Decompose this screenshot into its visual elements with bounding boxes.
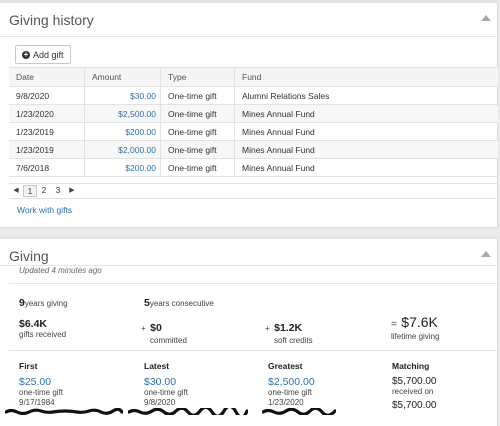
greatest-gift: Greatest $2,500.00 one-time gift 1/23/20… [268, 361, 315, 408]
first-gift: First $25.00 one-time gift 9/17/1984 [19, 361, 63, 408]
cell-date: 9/8/2020 [9, 86, 85, 105]
work-with-gifts-link[interactable]: Work with gifts [17, 205, 73, 215]
cell-amount[interactable]: $200.00 [84, 122, 161, 141]
soft-credits-plus: + [265, 324, 270, 333]
committed-label: committed [150, 336, 187, 345]
cell-date: 7/6/2018 [9, 158, 85, 177]
giving-history-title: Giving history [9, 12, 94, 28]
table-row[interactable]: 1/23/2019 $200.00 One-time gift Mines An… [9, 122, 498, 141]
lifetime-equals: = [391, 319, 397, 330]
table-row[interactable]: 1/23/2019 $2,000.00 One-time gift Mines … [9, 140, 498, 159]
cell-type: One-time gift [160, 86, 235, 105]
years-giving-value: 9 [19, 297, 25, 309]
redaction-mark [5, 408, 123, 415]
divider [9, 350, 500, 351]
cell-amount[interactable]: $30.00 [84, 86, 161, 105]
table-row[interactable]: 7/6/2018 $200.00 One-time gift Mines Ann… [9, 158, 498, 177]
collapse-chevron-icon[interactable] [481, 15, 491, 21]
cell-type: One-time gift [160, 140, 235, 159]
first-date: 9/17/1984 [19, 398, 55, 407]
column-header-fund[interactable]: Fund [234, 67, 498, 87]
column-header-amount[interactable]: Amount [84, 67, 161, 87]
latest-gift: Latest $30.00 one-time gift 9/8/2020 [144, 361, 188, 408]
divider [9, 283, 500, 284]
cell-amount[interactable]: $2,500.00 [84, 104, 161, 123]
latest-amount[interactable]: $30.00 [144, 376, 177, 388]
gifts-received-value: $6.4K [19, 318, 48, 330]
cell-fund: Mines Annual Fund [234, 104, 498, 123]
table-row[interactable]: 9/8/2020 $30.00 One-time gift Alumni Rel… [9, 86, 498, 105]
matching-amount-2: $5,700.00 [392, 400, 437, 411]
add-gift-label: Add gift [33, 49, 64, 60]
years-consecutive-stat: 5years consecutive [144, 293, 214, 311]
greatest-type: one-time gift [268, 388, 313, 397]
matching-title: Matching [392, 361, 430, 371]
gifts-received-label: gifts received [19, 330, 67, 339]
matching-gift: Matching $5,700.00 received on $5,700.00 [392, 361, 437, 411]
pagination: ◀ 1 2 3 ▶ [9, 183, 498, 199]
page-1-button[interactable]: 1 [23, 185, 37, 197]
gifts-table: Date Amount Type Fund 9/8/2020 $30.00 On… [9, 67, 498, 177]
cell-date: 1/23/2019 [9, 140, 85, 159]
years-giving-stat: 9years giving [19, 293, 68, 311]
lifetime-value: $7.6K [401, 314, 438, 330]
committed-value: $0 [150, 322, 162, 334]
lifetime-giving-stat: = $7.6K lifetime giving [391, 314, 439, 341]
column-header-date[interactable]: Date [9, 67, 85, 87]
table-row[interactable]: 1/23/2020 $2,500.00 One-time gift Mines … [9, 104, 498, 123]
column-header-type[interactable]: Type [160, 67, 235, 87]
lifetime-label: lifetime giving [391, 332, 440, 341]
giving-title: Giving [9, 248, 49, 264]
divider [0, 36, 497, 37]
latest-date: 9/8/2020 [144, 398, 176, 407]
cell-fund: Alumni Relations Sales [234, 86, 498, 105]
add-gift-button[interactable]: + Add gift [15, 45, 71, 64]
plus-circle-icon: + [22, 49, 30, 59]
cell-amount[interactable]: $200.00 [84, 158, 161, 177]
cell-fund: Mines Annual Fund [234, 122, 498, 141]
redaction-mark [262, 408, 336, 415]
cell-date: 1/23/2020 [9, 104, 85, 123]
matching-amount: $5,700.00 [392, 376, 437, 387]
soft-credits-label: soft credits [274, 336, 313, 345]
committed-plus: + [141, 324, 146, 333]
prev-page-icon[interactable]: ◀ [13, 187, 19, 194]
giving-history-panel: Giving history + Add gift Date Amount Ty… [0, 0, 498, 228]
page-3-button[interactable]: 3 [55, 186, 61, 195]
latest-type: one-time gift [144, 388, 189, 397]
updated-timestamp: Updated 4 minutes ago [19, 266, 102, 275]
greatest-title: Greatest [268, 361, 303, 371]
cell-fund: Mines Annual Fund [234, 140, 498, 159]
greatest-date: 1/23/2020 [268, 398, 304, 407]
giving-panel: Giving [0, 236, 498, 426]
divider [0, 265, 497, 266]
gifts-received-stat: $6.4K gifts received [19, 318, 66, 339]
cell-type: One-time gift [160, 104, 235, 123]
years-consecutive-value: 5 [144, 297, 150, 309]
soft-credits-value: $1.2K [274, 322, 303, 334]
redaction-mark [128, 408, 248, 415]
first-title: First [19, 361, 38, 371]
page-2-button[interactable]: 2 [41, 186, 47, 195]
first-amount[interactable]: $25.00 [19, 376, 52, 388]
first-type: one-time gift [19, 388, 64, 397]
greatest-amount[interactable]: $2,500.00 [268, 376, 315, 388]
cell-fund: Mines Annual Fund [234, 158, 498, 177]
cell-date: 1/23/2019 [9, 122, 85, 141]
next-page-icon[interactable]: ▶ [69, 187, 75, 194]
cell-type: One-time gift [160, 122, 235, 141]
cell-amount[interactable]: $2,000.00 [84, 140, 161, 159]
latest-title: Latest [144, 361, 170, 371]
years-consecutive-label: years consecutive [149, 299, 214, 308]
collapse-chevron-icon[interactable] [481, 251, 491, 257]
years-giving-label: years giving [24, 299, 68, 308]
soft-credits-stat: + $1.2K soft credits [265, 318, 313, 345]
matching-received-label: received on [392, 387, 434, 396]
committed-stat: + $0 committed [141, 318, 187, 345]
cell-type: One-time gift [160, 158, 235, 177]
